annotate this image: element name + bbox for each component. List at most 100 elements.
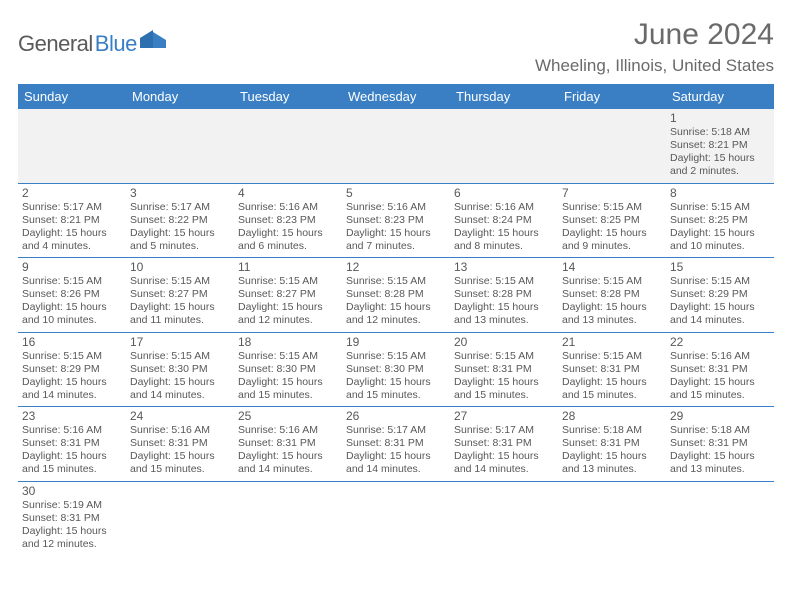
sunrise-line: Sunrise: 5:15 AM bbox=[670, 201, 770, 214]
header: GeneralBlue June 2024 Wheeling, Illinois… bbox=[18, 18, 774, 76]
sunset-line: Sunset: 8:23 PM bbox=[346, 214, 446, 227]
daylight-line-2: and 11 minutes. bbox=[130, 314, 230, 327]
calendar-week-row: 2Sunrise: 5:17 AMSunset: 8:21 PMDaylight… bbox=[18, 183, 774, 258]
daylight-line-2: and 15 minutes. bbox=[238, 389, 338, 402]
calendar-day-cell: 19Sunrise: 5:15 AMSunset: 8:30 PMDayligh… bbox=[342, 332, 450, 407]
day-number: 9 bbox=[22, 260, 122, 274]
sunset-line: Sunset: 8:31 PM bbox=[238, 437, 338, 450]
sunrise-line: Sunrise: 5:15 AM bbox=[562, 350, 662, 363]
month-title: June 2024 bbox=[535, 18, 774, 52]
sunrise-line: Sunrise: 5:16 AM bbox=[130, 424, 230, 437]
calendar-day-cell: 11Sunrise: 5:15 AMSunset: 8:27 PMDayligh… bbox=[234, 258, 342, 333]
daylight-line-2: and 15 minutes. bbox=[670, 389, 770, 402]
day-number: 6 bbox=[454, 186, 554, 200]
day-number: 22 bbox=[670, 335, 770, 349]
daylight-line-1: Daylight: 15 hours bbox=[346, 376, 446, 389]
daylight-line-1: Daylight: 15 hours bbox=[454, 301, 554, 314]
calendar-day-cell: 23Sunrise: 5:16 AMSunset: 8:31 PMDayligh… bbox=[18, 407, 126, 482]
calendar-day-cell bbox=[450, 109, 558, 183]
sunrise-line: Sunrise: 5:15 AM bbox=[562, 201, 662, 214]
calendar-day-cell: 7Sunrise: 5:15 AMSunset: 8:25 PMDaylight… bbox=[558, 183, 666, 258]
daylight-line-1: Daylight: 15 hours bbox=[238, 450, 338, 463]
sunrise-line: Sunrise: 5:15 AM bbox=[670, 275, 770, 288]
calendar-day-cell bbox=[342, 109, 450, 183]
sunset-line: Sunset: 8:24 PM bbox=[454, 214, 554, 227]
sunset-line: Sunset: 8:31 PM bbox=[22, 437, 122, 450]
sunset-line: Sunset: 8:29 PM bbox=[670, 288, 770, 301]
sunset-line: Sunset: 8:27 PM bbox=[130, 288, 230, 301]
sunset-line: Sunset: 8:30 PM bbox=[130, 363, 230, 376]
calendar-day-cell: 28Sunrise: 5:18 AMSunset: 8:31 PMDayligh… bbox=[558, 407, 666, 482]
sunrise-line: Sunrise: 5:15 AM bbox=[130, 350, 230, 363]
daylight-line-2: and 6 minutes. bbox=[238, 240, 338, 253]
daylight-line-1: Daylight: 15 hours bbox=[562, 450, 662, 463]
sunset-line: Sunset: 8:31 PM bbox=[454, 363, 554, 376]
daylight-line-1: Daylight: 15 hours bbox=[22, 301, 122, 314]
day-header: Monday bbox=[126, 84, 234, 109]
calendar-day-cell: 22Sunrise: 5:16 AMSunset: 8:31 PMDayligh… bbox=[666, 332, 774, 407]
calendar-day-cell: 9Sunrise: 5:15 AMSunset: 8:26 PMDaylight… bbox=[18, 258, 126, 333]
daylight-line-1: Daylight: 15 hours bbox=[22, 450, 122, 463]
calendar-day-cell bbox=[18, 109, 126, 183]
calendar-day-cell: 14Sunrise: 5:15 AMSunset: 8:28 PMDayligh… bbox=[558, 258, 666, 333]
sunrise-line: Sunrise: 5:15 AM bbox=[562, 275, 662, 288]
daylight-line-1: Daylight: 15 hours bbox=[22, 227, 122, 240]
sunset-line: Sunset: 8:25 PM bbox=[670, 214, 770, 227]
calendar-day-cell bbox=[558, 481, 666, 555]
calendar-week-row: 1Sunrise: 5:18 AMSunset: 8:21 PMDaylight… bbox=[18, 109, 774, 183]
day-number: 14 bbox=[562, 260, 662, 274]
daylight-line-1: Daylight: 15 hours bbox=[130, 227, 230, 240]
daylight-line-2: and 12 minutes. bbox=[22, 538, 122, 551]
day-number: 5 bbox=[346, 186, 446, 200]
daylight-line-1: Daylight: 15 hours bbox=[454, 227, 554, 240]
day-number: 2 bbox=[22, 186, 122, 200]
day-header: Saturday bbox=[666, 84, 774, 109]
daylight-line-2: and 9 minutes. bbox=[562, 240, 662, 253]
sunrise-line: Sunrise: 5:16 AM bbox=[22, 424, 122, 437]
day-header: Thursday bbox=[450, 84, 558, 109]
calendar-day-cell: 1Sunrise: 5:18 AMSunset: 8:21 PMDaylight… bbox=[666, 109, 774, 183]
daylight-line-2: and 15 minutes. bbox=[454, 389, 554, 402]
title-block: June 2024 Wheeling, Illinois, United Sta… bbox=[535, 18, 774, 76]
daylight-line-2: and 14 minutes. bbox=[670, 314, 770, 327]
sunrise-line: Sunrise: 5:16 AM bbox=[238, 424, 338, 437]
sunrise-line: Sunrise: 5:19 AM bbox=[22, 499, 122, 512]
daylight-line-1: Daylight: 15 hours bbox=[454, 376, 554, 389]
day-number: 30 bbox=[22, 484, 122, 498]
day-number: 16 bbox=[22, 335, 122, 349]
daylight-line-2: and 8 minutes. bbox=[454, 240, 554, 253]
day-number: 28 bbox=[562, 409, 662, 423]
day-number: 24 bbox=[130, 409, 230, 423]
daylight-line-2: and 10 minutes. bbox=[670, 240, 770, 253]
day-number: 18 bbox=[238, 335, 338, 349]
daylight-line-2: and 14 minutes. bbox=[346, 463, 446, 476]
sunrise-line: Sunrise: 5:16 AM bbox=[454, 201, 554, 214]
daylight-line-2: and 10 minutes. bbox=[22, 314, 122, 327]
calendar-day-cell: 15Sunrise: 5:15 AMSunset: 8:29 PMDayligh… bbox=[666, 258, 774, 333]
day-number: 21 bbox=[562, 335, 662, 349]
calendar-day-cell: 18Sunrise: 5:15 AMSunset: 8:30 PMDayligh… bbox=[234, 332, 342, 407]
daylight-line-2: and 15 minutes. bbox=[562, 389, 662, 402]
logo-text-general: General bbox=[18, 31, 93, 57]
sunrise-line: Sunrise: 5:15 AM bbox=[454, 275, 554, 288]
sunrise-line: Sunrise: 5:17 AM bbox=[346, 424, 446, 437]
sunrise-line: Sunrise: 5:15 AM bbox=[454, 350, 554, 363]
sunrise-line: Sunrise: 5:17 AM bbox=[22, 201, 122, 214]
sunset-line: Sunset: 8:21 PM bbox=[22, 214, 122, 227]
sunset-line: Sunset: 8:28 PM bbox=[346, 288, 446, 301]
daylight-line-1: Daylight: 15 hours bbox=[670, 301, 770, 314]
daylight-line-2: and 14 minutes. bbox=[454, 463, 554, 476]
daylight-line-2: and 14 minutes. bbox=[22, 389, 122, 402]
sunset-line: Sunset: 8:31 PM bbox=[670, 363, 770, 376]
daylight-line-1: Daylight: 15 hours bbox=[238, 376, 338, 389]
daylight-line-2: and 2 minutes. bbox=[670, 165, 770, 178]
day-number: 4 bbox=[238, 186, 338, 200]
sunset-line: Sunset: 8:31 PM bbox=[130, 437, 230, 450]
day-header: Sunday bbox=[18, 84, 126, 109]
sunrise-line: Sunrise: 5:18 AM bbox=[670, 424, 770, 437]
daylight-line-2: and 12 minutes. bbox=[238, 314, 338, 327]
daylight-line-2: and 13 minutes. bbox=[454, 314, 554, 327]
sunset-line: Sunset: 8:25 PM bbox=[562, 214, 662, 227]
daylight-line-1: Daylight: 15 hours bbox=[562, 376, 662, 389]
day-number: 3 bbox=[130, 186, 230, 200]
